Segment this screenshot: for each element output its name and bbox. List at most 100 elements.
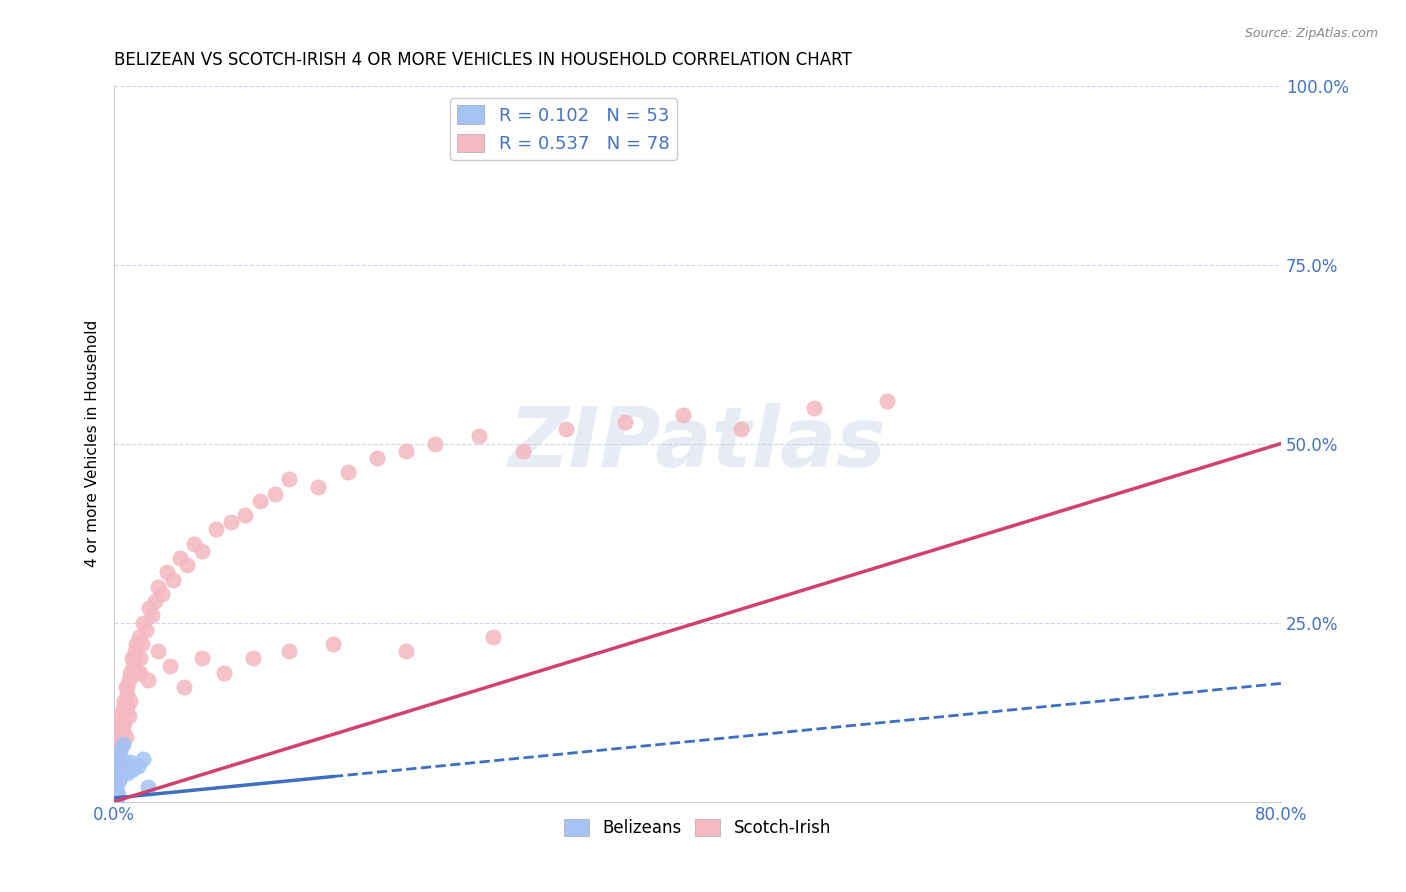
Point — [366, 450, 388, 465]
Point — [104, 791, 127, 805]
Legend: Belizeans, Scotch-Irish: Belizeans, Scotch-Irish — [558, 812, 838, 843]
Point — [104, 789, 127, 803]
Point — [132, 751, 155, 765]
Point — [104, 791, 127, 805]
Point — [110, 737, 132, 751]
Point — [307, 479, 329, 493]
Point — [104, 758, 127, 772]
Point — [105, 790, 128, 805]
Point — [162, 573, 184, 587]
Point — [107, 751, 129, 765]
Point — [395, 644, 418, 658]
Text: BELIZEAN VS SCOTCH-IRISH 4 OR MORE VEHICLES IN HOUSEHOLD CORRELATION CHART: BELIZEAN VS SCOTCH-IRISH 4 OR MORE VEHIC… — [114, 51, 852, 69]
Point — [122, 658, 145, 673]
Point — [146, 580, 169, 594]
Point — [105, 788, 128, 802]
Point — [104, 780, 127, 795]
Point — [120, 755, 142, 769]
Point — [120, 694, 142, 708]
Point — [104, 785, 127, 799]
Point — [249, 493, 271, 508]
Point — [278, 472, 301, 486]
Point — [156, 566, 179, 580]
Point — [105, 789, 128, 804]
Point — [104, 786, 127, 800]
Point — [482, 630, 505, 644]
Point — [104, 787, 127, 801]
Point — [112, 701, 135, 715]
Point — [117, 701, 139, 715]
Point — [190, 544, 212, 558]
Point — [104, 787, 127, 801]
Point — [104, 790, 127, 805]
Point — [124, 644, 146, 658]
Point — [121, 651, 143, 665]
Point — [395, 443, 418, 458]
Point — [104, 792, 127, 806]
Y-axis label: 4 or more Vehicles in Household: 4 or more Vehicles in Household — [86, 320, 100, 567]
Point — [512, 443, 534, 458]
Point — [111, 723, 134, 737]
Point — [105, 786, 128, 800]
Point — [219, 516, 242, 530]
Point — [107, 723, 129, 737]
Point — [278, 644, 301, 658]
Point — [159, 658, 181, 673]
Point — [105, 789, 128, 803]
Point — [127, 665, 149, 680]
Point — [104, 789, 127, 803]
Point — [104, 792, 127, 806]
Point — [183, 537, 205, 551]
Point — [104, 792, 127, 806]
Point — [132, 615, 155, 630]
Point — [105, 784, 128, 798]
Point — [138, 601, 160, 615]
Text: ZIPatlas: ZIPatlas — [509, 403, 887, 484]
Point — [129, 651, 152, 665]
Point — [176, 558, 198, 573]
Point — [115, 680, 138, 694]
Point — [173, 680, 195, 694]
Point — [150, 587, 173, 601]
Point — [104, 792, 127, 806]
Point — [107, 744, 129, 758]
Point — [105, 751, 128, 765]
Point — [104, 788, 127, 802]
Point — [803, 401, 825, 415]
Point — [124, 651, 146, 665]
Point — [104, 788, 127, 802]
Point — [118, 708, 141, 723]
Point — [263, 486, 285, 500]
Point — [107, 773, 129, 788]
Point — [136, 673, 159, 687]
Point — [117, 766, 139, 780]
Point — [108, 744, 131, 758]
Point — [105, 788, 128, 802]
Point — [730, 422, 752, 436]
Point — [190, 651, 212, 665]
Point — [212, 665, 235, 680]
Point — [115, 730, 138, 744]
Point — [104, 787, 127, 801]
Point — [143, 594, 166, 608]
Point — [117, 687, 139, 701]
Point — [104, 789, 127, 804]
Point — [127, 758, 149, 772]
Point — [107, 751, 129, 765]
Point — [242, 651, 264, 665]
Point — [117, 680, 139, 694]
Point — [105, 737, 128, 751]
Point — [104, 790, 127, 805]
Point — [104, 789, 127, 804]
Point — [128, 630, 150, 644]
Point — [468, 429, 491, 443]
Point — [122, 763, 145, 777]
Point — [141, 608, 163, 623]
Point — [613, 415, 636, 429]
Point — [135, 623, 157, 637]
Text: Source: ZipAtlas.com: Source: ZipAtlas.com — [1244, 27, 1378, 40]
Point — [131, 637, 153, 651]
Point — [235, 508, 257, 523]
Point — [112, 715, 135, 730]
Point — [322, 637, 344, 651]
